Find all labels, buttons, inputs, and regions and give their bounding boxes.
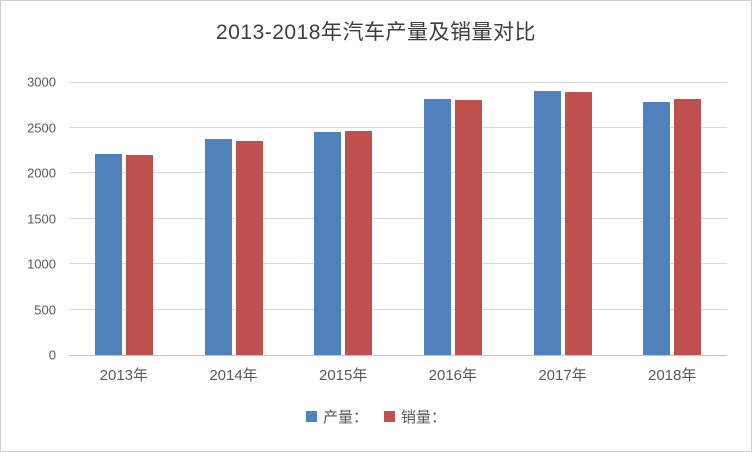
- gridlines: [69, 81, 727, 356]
- production-bar: [423, 99, 451, 355]
- sales-legend-swatch-icon: [384, 411, 395, 422]
- production-bar: [643, 101, 671, 355]
- legend: 产量： 销量：: [1, 406, 751, 427]
- production-legend-swatch-icon: [305, 411, 317, 422]
- production-bar: [314, 132, 342, 355]
- y-tick-label: 2000: [27, 165, 56, 181]
- legend-item-production: 产量：: [305, 406, 368, 427]
- y-tick-label: 1000: [27, 256, 56, 272]
- plot-area: [69, 81, 727, 356]
- sales-bar: [454, 99, 482, 355]
- bar-group: [398, 82, 508, 355]
- bar-group: [179, 82, 289, 355]
- sales-bar: [674, 99, 702, 355]
- x-axis: 2013年 2014年 2015年 2016年 2017年 2018年: [1, 355, 751, 389]
- sales-bar: [235, 141, 263, 355]
- x-tick-label: 2016年: [428, 367, 478, 384]
- x-tick-label: 2015年: [318, 367, 368, 384]
- bar-groups: [69, 82, 727, 355]
- bar-group: [69, 82, 179, 355]
- y-tick-label: 500: [34, 302, 56, 317]
- bar-group: [508, 82, 618, 355]
- x-axis-spacer: [1, 355, 69, 389]
- x-axis-labels: 2013年 2014年 2015年 2016年 2017年 2018年: [69, 355, 727, 389]
- production-bar: [533, 90, 561, 355]
- y-tick-label: 1500: [27, 211, 56, 226]
- bar-group: [288, 82, 398, 355]
- gridline: [69, 172, 727, 174]
- legend-label-production: 产量：: [322, 409, 368, 426]
- sales-bar: [564, 92, 592, 355]
- y-tick-label: 0: [48, 347, 56, 363]
- production-bar: [204, 139, 232, 355]
- y-tick-label: 3000: [27, 74, 56, 90]
- legend-label-sales: 销量：: [401, 409, 447, 426]
- x-tick-label: 2013年: [99, 367, 149, 384]
- gridline: [69, 126, 727, 128]
- gridline: [69, 81, 727, 83]
- x-tick-label: 2017年: [538, 367, 587, 384]
- x-tick-label: 2018年: [648, 367, 697, 384]
- gridline: [69, 355, 727, 356]
- production-bar: [94, 153, 122, 355]
- gridline: [69, 218, 727, 219]
- bar-group: [617, 82, 727, 355]
- sales-bar: [125, 154, 153, 355]
- y-tick-label: 2500: [27, 120, 56, 135]
- gridline: [69, 263, 727, 265]
- chart-title: 2013-2018年汽车产量及销量对比: [216, 21, 536, 44]
- legend-item-sales: 销量：: [384, 406, 446, 427]
- y-axis: 3000 2500 2000 1500 1000 500 0: [1, 75, 69, 363]
- gridline: [69, 309, 727, 310]
- sales-bar: [345, 131, 373, 355]
- x-tick-label: 2014年: [209, 367, 258, 384]
- plot-region: 3000 2500 2000 1500 1000 500 0: [1, 75, 751, 363]
